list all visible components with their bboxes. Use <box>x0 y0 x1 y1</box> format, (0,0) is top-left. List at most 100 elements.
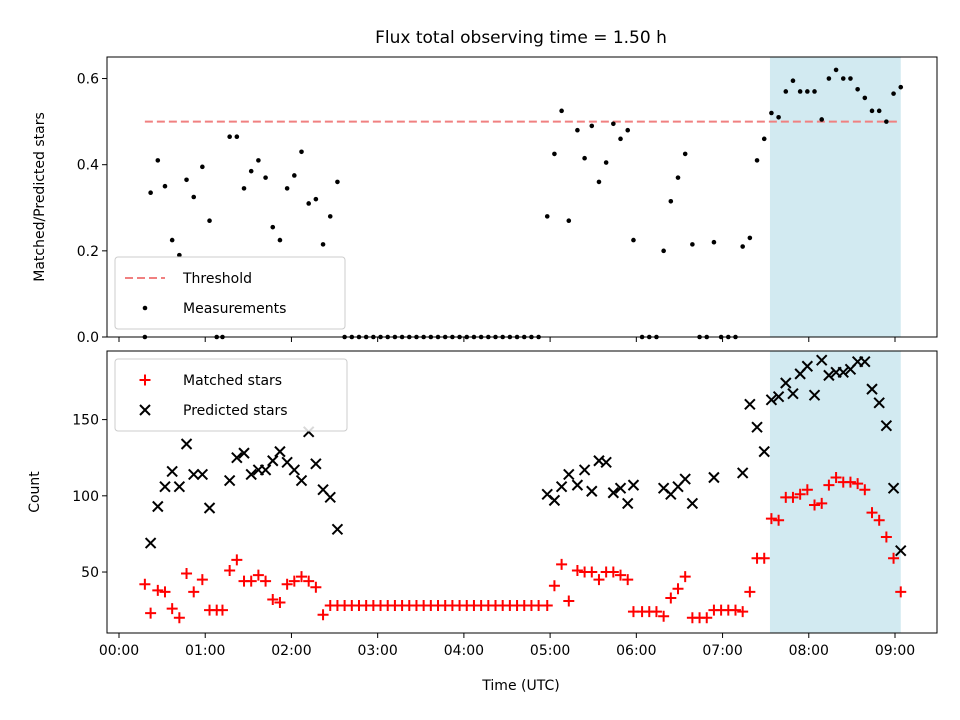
data-point <box>754 158 760 163</box>
data-point <box>196 468 209 481</box>
data-point <box>603 160 609 165</box>
data-point <box>627 479 640 491</box>
data-point <box>270 224 276 230</box>
data-point <box>173 480 186 493</box>
x-tick-label: 06:00 <box>616 643 656 659</box>
data-point <box>582 155 587 161</box>
y-tick-label: 0.2 <box>77 244 99 260</box>
data-point <box>873 397 885 409</box>
data-point <box>650 606 662 618</box>
data-point <box>780 377 792 389</box>
data-point <box>816 354 828 366</box>
data-point <box>809 499 821 511</box>
data-point <box>869 108 875 114</box>
legend-marker <box>139 374 151 386</box>
data-point <box>292 173 297 178</box>
data-point <box>744 398 756 411</box>
data-point <box>284 186 290 191</box>
data-point <box>177 252 182 258</box>
y-tick-label: 0.4 <box>77 158 99 174</box>
legend-label: Matched stars <box>183 373 282 389</box>
y-tick-label: 50 <box>81 565 99 581</box>
data-point <box>711 239 717 245</box>
data-point <box>826 76 832 81</box>
data-point <box>765 394 778 406</box>
legend: Threshold Measurements <box>114 256 346 330</box>
data-point <box>823 369 835 382</box>
data-point <box>324 491 336 504</box>
data-point <box>162 183 168 189</box>
data-point <box>306 201 311 206</box>
data-point <box>690 242 695 247</box>
data-point <box>790 78 796 83</box>
x-tick-label: 07:00 <box>702 643 742 659</box>
data-point <box>848 76 853 81</box>
data-point <box>139 578 151 590</box>
data-point <box>589 123 595 129</box>
data-point <box>797 89 803 94</box>
y-tick-label: 0.6 <box>77 72 99 88</box>
data-point <box>207 218 212 223</box>
data-point <box>548 580 560 592</box>
data-point <box>895 586 907 598</box>
data-point <box>622 574 634 586</box>
data-point <box>769 110 774 116</box>
data-point <box>145 607 157 619</box>
data-point <box>200 164 205 170</box>
data-point <box>816 497 828 509</box>
plot-frame <box>106 350 938 634</box>
data-point <box>658 610 670 622</box>
data-point <box>758 552 770 564</box>
data-point <box>586 566 598 578</box>
data-point <box>898 84 904 90</box>
data-point <box>819 117 825 122</box>
series-measurements <box>142 67 904 340</box>
data-point <box>773 514 785 526</box>
data-point <box>288 464 301 476</box>
x-tick-label: 03:00 <box>357 643 397 659</box>
data-point <box>184 177 189 183</box>
data-point <box>661 248 666 254</box>
legend-label: Threshold <box>182 271 252 287</box>
data-point <box>758 445 770 458</box>
data-point <box>701 612 713 624</box>
data-point <box>248 168 254 174</box>
legend-box <box>114 256 346 330</box>
data-point <box>787 491 799 503</box>
data-point <box>152 584 164 596</box>
data-point <box>611 121 616 127</box>
y-axis-label: Count <box>27 471 43 513</box>
data-point <box>295 474 308 487</box>
data-point <box>600 456 612 468</box>
data-point <box>238 447 250 459</box>
data-point <box>260 575 272 587</box>
x-tick-label: 09:00 <box>875 643 915 659</box>
y-tick-label: 0.0 <box>77 330 99 346</box>
data-point <box>299 149 304 155</box>
data-point <box>866 383 878 395</box>
plot-frame <box>106 56 938 338</box>
series-matched-stars <box>139 472 907 624</box>
series-predicted-stars <box>144 354 907 557</box>
data-point <box>196 574 208 586</box>
data-point <box>884 119 889 124</box>
data-point <box>231 554 243 566</box>
data-point <box>794 488 806 500</box>
data-point <box>679 473 691 485</box>
data-point <box>181 568 193 580</box>
data-point <box>708 471 720 484</box>
data-point <box>837 366 849 379</box>
data-point <box>823 479 835 491</box>
data-point <box>751 421 763 433</box>
data-point <box>801 484 813 496</box>
data-point <box>876 108 882 114</box>
data-point <box>541 600 553 612</box>
data-point <box>618 136 623 142</box>
data-point <box>571 565 583 577</box>
data-point <box>188 586 200 598</box>
data-point <box>615 569 627 581</box>
data-point <box>830 472 842 484</box>
data-point <box>668 199 674 204</box>
data-point <box>148 190 153 195</box>
highlight-window <box>769 351 901 633</box>
